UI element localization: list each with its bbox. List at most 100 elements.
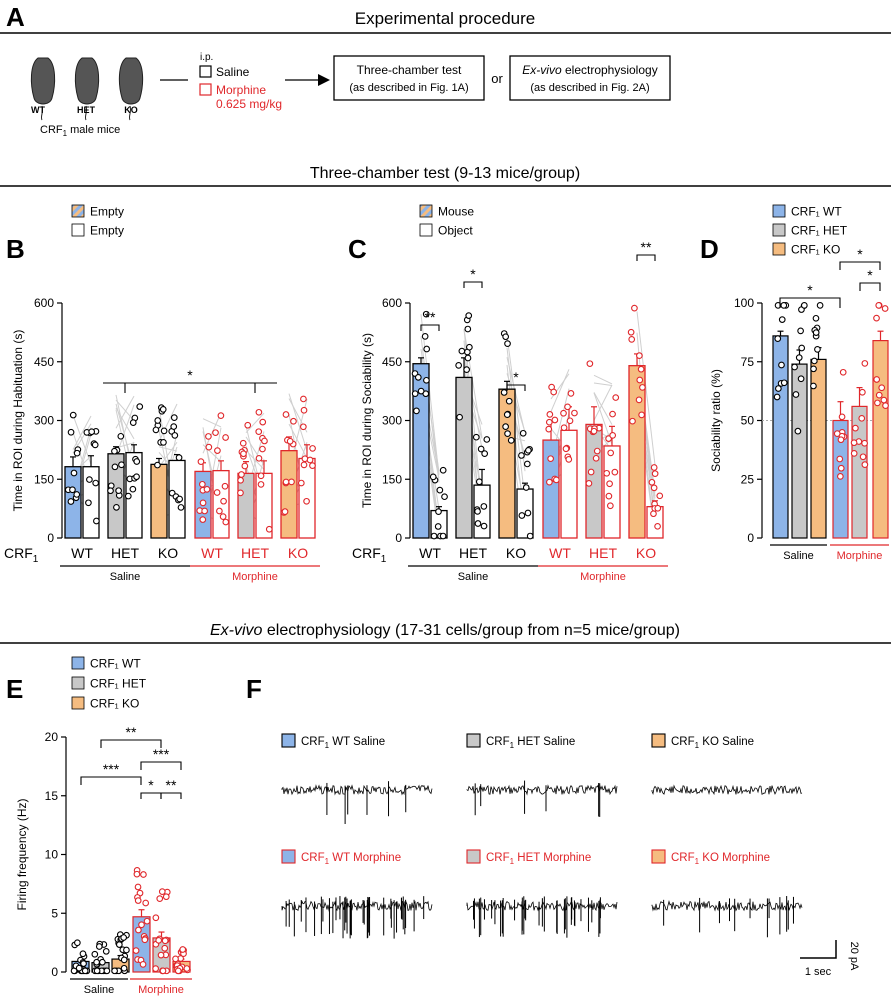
mouse-icon [74, 57, 100, 105]
data-point [606, 480, 613, 488]
pair-line [72, 415, 92, 450]
data-point [257, 472, 265, 480]
y-axis-label: Time in ROI during Habituation (s) [11, 330, 25, 512]
y-tick-label: 450 [34, 355, 54, 369]
significance-bracket [140, 792, 162, 799]
data-point [81, 967, 89, 975]
data-point [545, 425, 553, 433]
data-point [133, 473, 140, 481]
data-point [170, 423, 178, 430]
data-point [205, 443, 213, 451]
data-point [525, 446, 532, 454]
data-point [156, 895, 164, 902]
pair-line [202, 418, 222, 428]
or-label: or [491, 71, 503, 86]
significance-bracket [636, 254, 656, 261]
data-point [566, 417, 574, 425]
data-point [836, 455, 844, 463]
pair-line [420, 336, 440, 483]
scale-time-label: 1 sec [805, 966, 832, 978]
data-point [587, 468, 595, 476]
data-point [522, 484, 530, 491]
y-tick-label: 25 [741, 472, 755, 486]
data-point [861, 461, 869, 469]
data-point [423, 345, 431, 353]
data-point [239, 439, 247, 447]
data-point [67, 428, 75, 436]
treatment-label-morphine: Morphine [837, 550, 883, 562]
data-point [518, 512, 526, 519]
significance-bracket-label: * [857, 246, 863, 262]
data-point [237, 476, 244, 484]
data-point [300, 461, 308, 469]
mice-caption: CRF1 male mice [40, 124, 120, 138]
category-label: WT [71, 545, 93, 561]
data-point [500, 389, 508, 396]
bar-wt-morphine-b [212, 469, 230, 539]
data-point [605, 492, 613, 500]
data-point [140, 871, 147, 878]
data-point [859, 388, 866, 396]
category-label: KO [288, 545, 308, 561]
data-point [650, 464, 658, 471]
data-point [238, 471, 245, 478]
significance-bracket [80, 776, 142, 785]
data-point [75, 964, 83, 972]
data-point [463, 366, 471, 374]
category-label: HET [111, 545, 139, 561]
electrophysiology-box-subtitle: (as described in Fig. 2A) [530, 82, 649, 94]
data-point [136, 403, 144, 410]
bar-het-saline [791, 363, 808, 539]
data-point [300, 395, 307, 403]
pair-line [550, 369, 570, 412]
data-point [88, 428, 96, 436]
data-point [255, 454, 263, 462]
data-point [161, 944, 169, 952]
data-point [429, 473, 437, 481]
data-point [111, 967, 118, 975]
data-point [607, 449, 615, 457]
category-label: KO [636, 545, 656, 561]
data-point [414, 373, 422, 381]
data-point [152, 914, 160, 922]
data-point [86, 476, 93, 483]
data-point [67, 498, 75, 505]
trace-label: CRF1 WT Saline [301, 736, 385, 750]
significance-bracket [420, 324, 440, 331]
y-tick-label: 0 [395, 531, 402, 545]
genotype-label-wt: WT [31, 105, 45, 115]
electrophysiology-box [509, 55, 671, 101]
data-point [504, 340, 511, 347]
data-point [286, 437, 294, 445]
pair-line [158, 446, 178, 452]
data-point [129, 419, 137, 426]
data-point [837, 473, 844, 480]
data-point [95, 943, 103, 950]
data-point [637, 365, 645, 373]
category-label: HET [589, 545, 617, 561]
data-point [241, 462, 249, 470]
data-point [477, 445, 485, 453]
pair-line [245, 449, 265, 470]
y-tick-label: 0 [51, 965, 58, 979]
section-title-procedure: Experimental procedure [355, 9, 535, 28]
legend-swatch [419, 204, 433, 218]
data-point [873, 314, 880, 322]
data-point [281, 508, 289, 516]
data-point [483, 436, 491, 443]
data-point [794, 427, 802, 435]
data-point [880, 396, 888, 404]
bar-ko-morphine-a [628, 365, 646, 539]
data-point [306, 456, 314, 464]
data-point [259, 445, 266, 453]
data-point [838, 413, 846, 421]
data-point [518, 452, 525, 459]
data-point [282, 411, 290, 418]
data-point [132, 947, 140, 954]
significance-bracket [124, 382, 256, 393]
mouse-ko [118, 57, 144, 121]
significance-bracket-label: * [807, 282, 813, 298]
legend-swatch [772, 223, 786, 237]
data-point [154, 417, 162, 424]
bar-het-saline-a [455, 376, 473, 539]
